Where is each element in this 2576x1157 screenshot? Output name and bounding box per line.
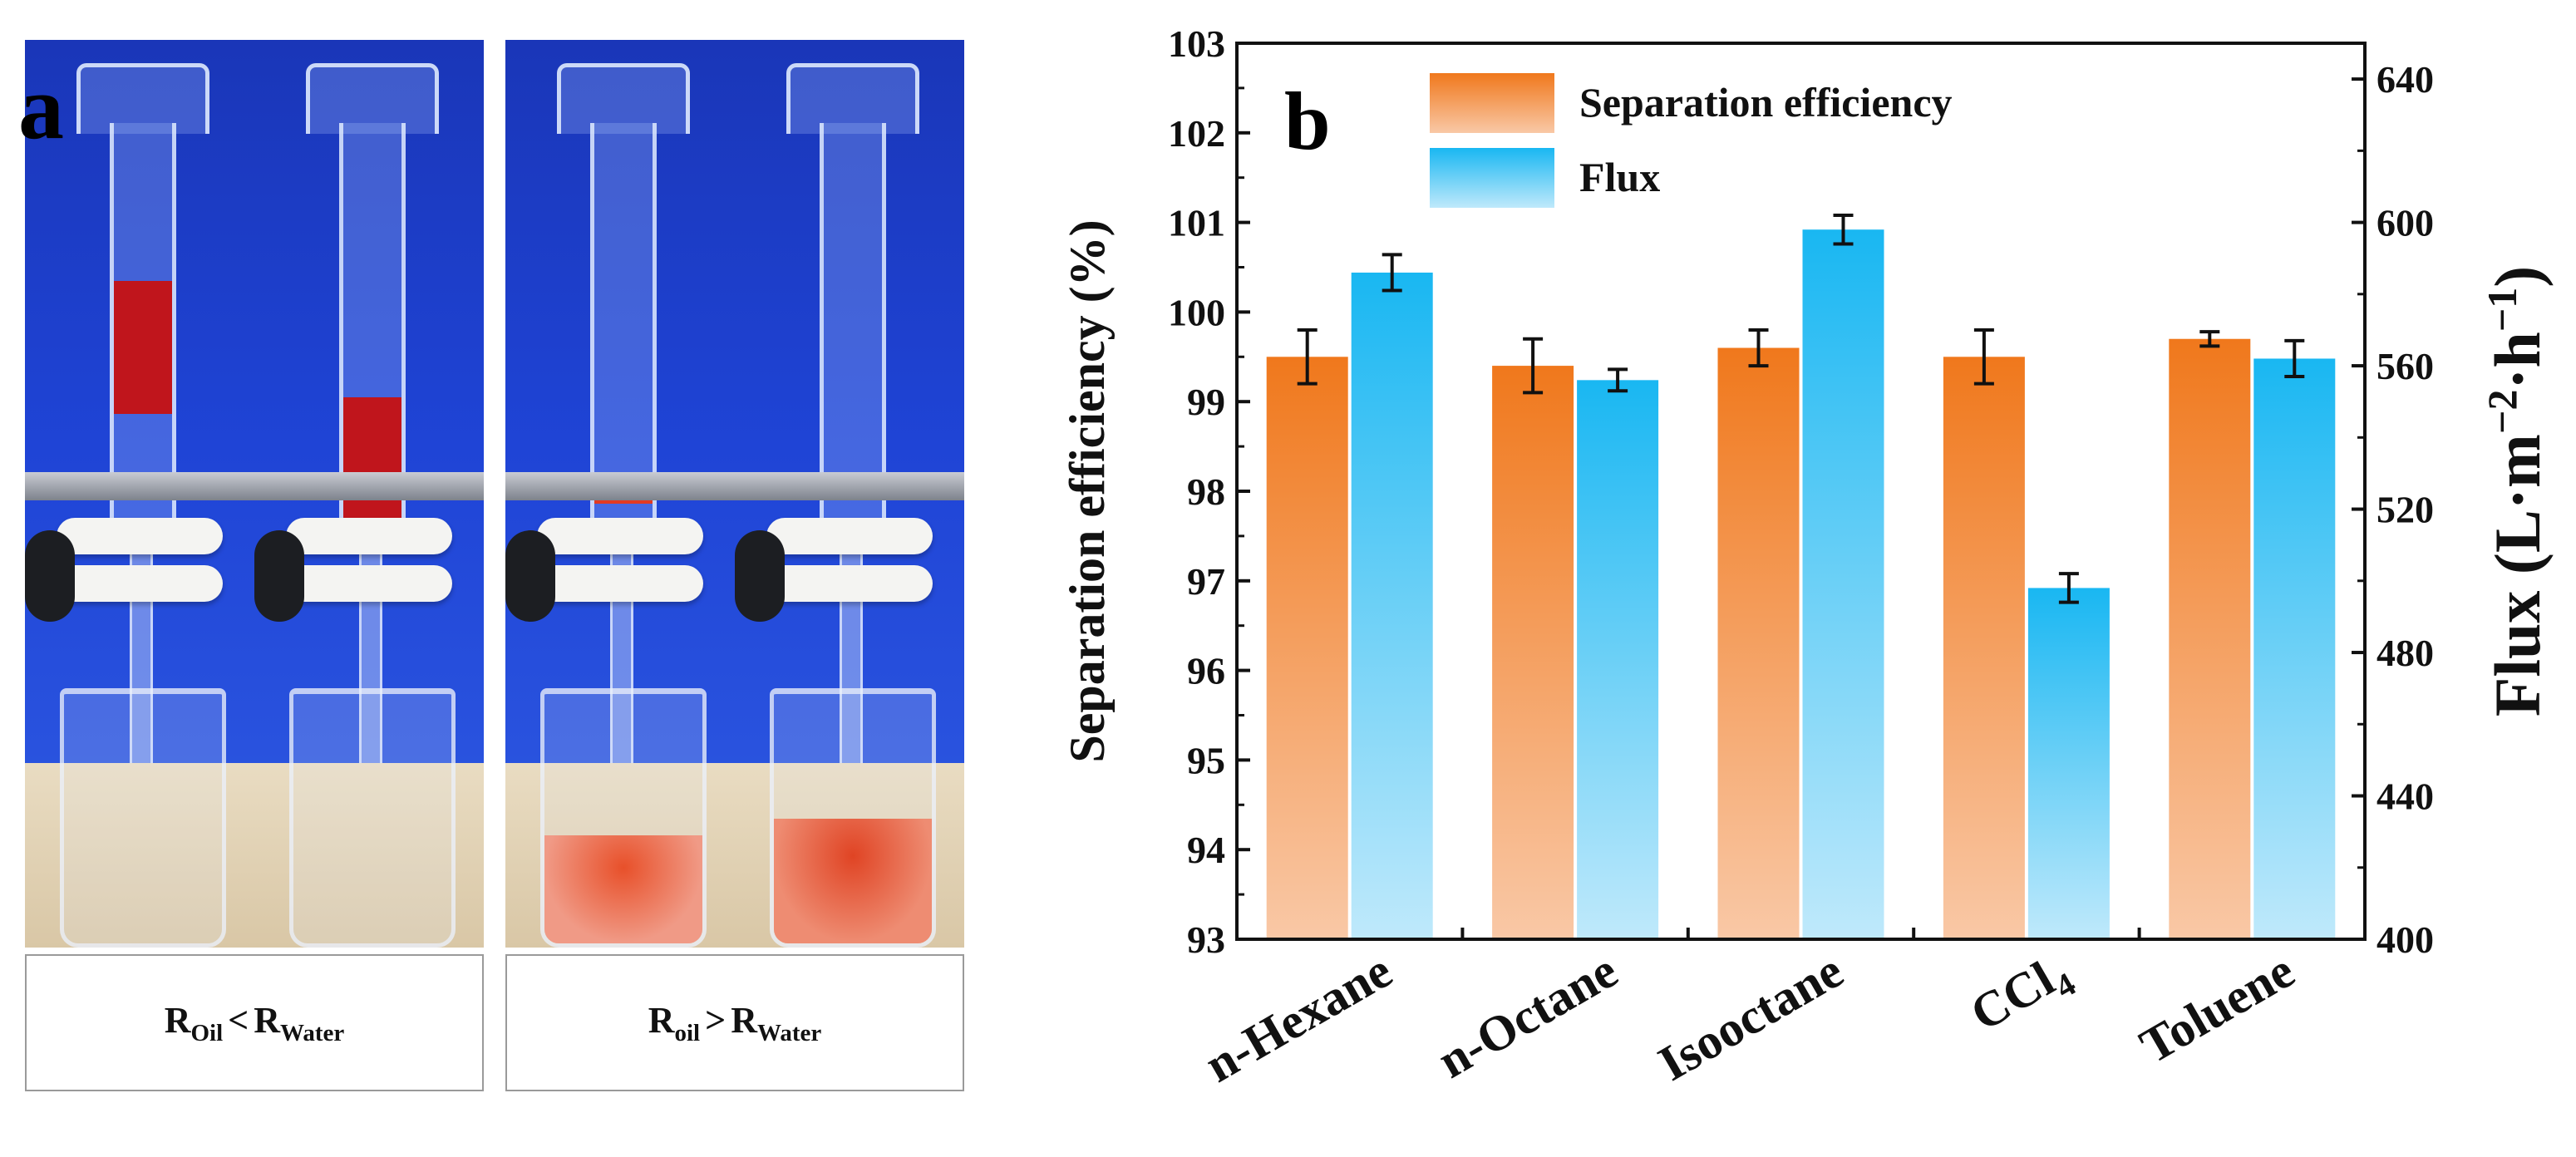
bars-layer — [1266, 213, 2336, 940]
experiment-photo-oil-heavier — [505, 40, 964, 948]
beaker — [770, 688, 936, 948]
collected-oil — [774, 819, 932, 943]
clamp-pad — [286, 565, 452, 602]
metal-clamp — [505, 472, 735, 500]
right-tick-label: 640 — [2377, 58, 2434, 101]
metal-clamp — [25, 472, 254, 500]
red-oil-layer — [114, 281, 172, 414]
legend-label-flux: Flux — [1579, 154, 1660, 200]
category-label: CCl4 — [1962, 943, 2082, 1048]
left-tick-label: 101 — [1168, 202, 1225, 244]
panel-b-letter: b — [1284, 75, 1331, 167]
clamp-knob — [735, 530, 785, 622]
legend-swatch-flux — [1430, 148, 1554, 208]
bar-chart: n-Hexane n-Octane Isooctane CCl4 Toluene 93 94… — [1060, 22, 2554, 1093]
experiment-photo-oil-lighter — [25, 40, 484, 948]
separation-apparatus — [735, 40, 964, 948]
right-tick-label: 440 — [2377, 775, 2434, 818]
clamp-pad — [286, 518, 452, 554]
left-tick-label: 100 — [1168, 291, 1225, 333]
clamp-knob — [505, 530, 555, 622]
clamp-pad — [57, 518, 223, 554]
metal-clamp — [735, 472, 964, 500]
red-oil-layer — [343, 397, 401, 522]
left-axis-title: Separation efficiency (%) — [1060, 219, 1115, 762]
left-tick-label: 96 — [1187, 650, 1225, 692]
left-tick-label: 102 — [1168, 112, 1225, 155]
right-tick-label: 400 — [2377, 918, 2434, 961]
clamp-pad — [537, 518, 703, 554]
funnel — [76, 63, 209, 134]
caption-text: ROil < RWater — [164, 999, 345, 1046]
table-surface — [25, 763, 484, 948]
flux-bar — [1577, 380, 1659, 939]
clamp-pad — [57, 565, 223, 602]
left-tick-label: 98 — [1187, 470, 1225, 513]
efficiency-bar — [1943, 357, 2025, 939]
axes-layer — [1235, 42, 2367, 941]
funnel — [557, 63, 690, 134]
right-tick-label: 560 — [2377, 345, 2434, 387]
beaker — [60, 688, 226, 948]
legend-swatch-efficiency — [1430, 73, 1554, 133]
funnel — [786, 63, 919, 134]
right-tick-label: 600 — [2377, 202, 2434, 244]
separation-apparatus — [254, 40, 484, 948]
flux-bar — [1351, 272, 1433, 939]
left-tick-label: 103 — [1168, 22, 1225, 65]
collected-oil — [544, 835, 702, 943]
beaker — [289, 688, 456, 948]
separation-apparatus — [25, 40, 254, 948]
clamp-pad — [537, 565, 703, 602]
left-tick-label: 94 — [1187, 829, 1225, 871]
left-tick-label: 99 — [1187, 381, 1225, 423]
metal-clamp — [254, 472, 484, 500]
caption-text: Roil > RWater — [648, 999, 822, 1046]
right-axis-title: Flux (L·m−2·h−1) — [2479, 266, 2554, 717]
flux-bar — [2253, 358, 2336, 939]
right-tick-label: 480 — [2377, 632, 2434, 674]
clamp-knob — [254, 530, 304, 622]
right-tick-label: 520 — [2377, 489, 2434, 531]
flux-bar — [2027, 588, 2110, 939]
efficiency-bar — [2169, 338, 2251, 939]
clamp-pad — [766, 518, 933, 554]
category-label: Isooctane — [1649, 943, 1852, 1091]
clamp-pad — [766, 565, 933, 602]
panel-a: a ROil < RWater Roil > RWater — [18, 40, 973, 1091]
funnel — [306, 63, 439, 134]
separation-apparatus — [505, 40, 735, 948]
category-label: n-Octane — [1429, 943, 1627, 1088]
panel-a-letter: a — [18, 57, 64, 158]
efficiency-bar — [1266, 357, 1348, 939]
efficiency-bar — [1717, 347, 1800, 939]
category-label: Toluene — [2131, 943, 2303, 1074]
caption-oil-lighter: ROil < RWater — [25, 954, 484, 1091]
category-label: n-Hexane — [1196, 943, 1401, 1092]
left-tick-label: 93 — [1187, 918, 1225, 961]
clamp-knob — [25, 530, 75, 622]
flux-bar — [1802, 229, 1884, 939]
caption-oil-heavier: Roil > RWater — [505, 954, 964, 1091]
left-tick-label: 97 — [1187, 560, 1225, 603]
efficiency-bar — [1492, 366, 1574, 940]
legend-label-efficiency: Separation efficiency — [1579, 79, 1953, 126]
beaker — [540, 688, 707, 948]
left-tick-label: 95 — [1187, 739, 1225, 781]
